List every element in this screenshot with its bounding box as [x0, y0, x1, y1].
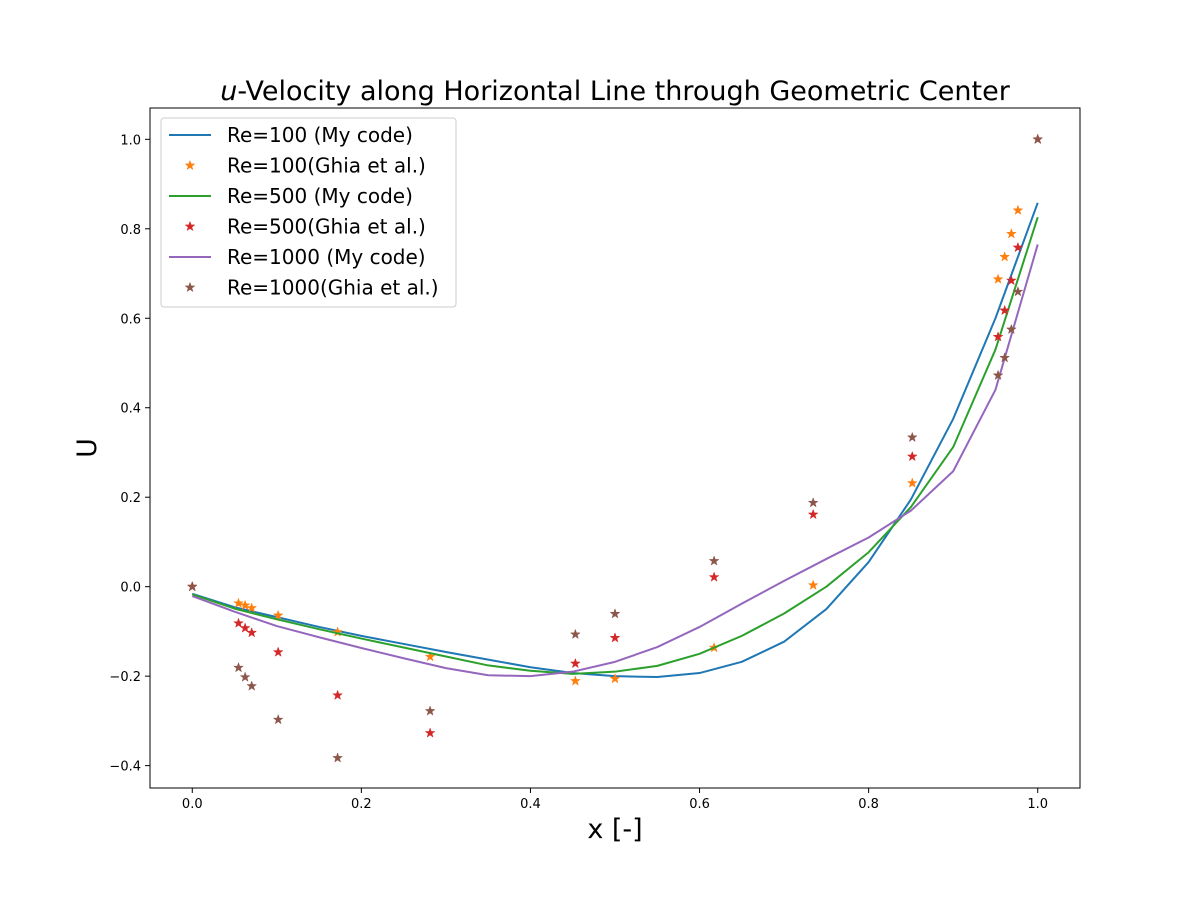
- x-axis-ticks: 0.0 0.2 0.4 0.6 0.8 1.0: [182, 788, 1048, 812]
- data-point: [1005, 274, 1017, 286]
- legend-item: Re=500 (My code): [169, 184, 413, 208]
- data-point: [272, 713, 284, 725]
- legend-box: [160, 117, 457, 308]
- legend-item: Re=1000 (My code): [169, 245, 426, 269]
- y-tick-label: 0.0: [120, 581, 141, 596]
- series-line: [191, 216, 1039, 675]
- series-5: [186, 133, 1044, 763]
- data-point: [239, 671, 251, 682]
- data-point: [233, 617, 244, 628]
- data-point: [807, 579, 819, 590]
- y-tick-label: 0.8: [120, 223, 141, 238]
- legend-label: Re=500 (My code): [227, 184, 413, 208]
- data-point: [999, 251, 1011, 262]
- y-tick-label: 0.2: [120, 491, 141, 506]
- data-point: [272, 646, 284, 657]
- data-point: [1012, 204, 1024, 216]
- data-point: [233, 661, 244, 673]
- axes-frame: [149, 107, 1081, 789]
- legend-items: Re=100 (My code) Re=100(Ghia et al.) Re=50…: [169, 123, 439, 300]
- data-point: [992, 331, 1004, 342]
- legend-label: Re=100(Ghia et al.): [227, 154, 426, 178]
- data-point: [424, 650, 436, 662]
- y-tick-label: −0.4: [109, 760, 141, 775]
- series-line: [191, 244, 1039, 678]
- data-point: [708, 555, 720, 566]
- x-tick-label: 0.0: [182, 797, 203, 812]
- data-point: [1032, 133, 1044, 144]
- legend-star-swatch: [184, 281, 196, 293]
- data-point: [569, 657, 581, 669]
- legend-item: Re=500(Ghia et al.): [184, 215, 426, 239]
- plot-area: [186, 133, 1044, 763]
- chart-title: u-Velocity along Horizontal Line through…: [220, 76, 1011, 107]
- legend-item: Re=100(Ghia et al.): [184, 154, 426, 178]
- series-layer: [186, 133, 1044, 763]
- x-tick-label: 0.8: [858, 797, 879, 812]
- data-point: [807, 508, 819, 520]
- data-point: [906, 477, 918, 488]
- data-point: [332, 689, 344, 700]
- data-point: [186, 580, 198, 592]
- data-point: [424, 705, 436, 716]
- data-point: [906, 450, 918, 462]
- legend-label: Re=1000(Ghia et al.): [227, 276, 439, 300]
- chart-title-text: -Velocity along Horizontal Line through …: [237, 76, 1010, 107]
- y-tick-label: −0.2: [109, 670, 141, 685]
- data-point: [246, 602, 258, 613]
- legend-item: Re=100 (My code): [169, 123, 413, 147]
- legend-label: Re=100 (My code): [227, 123, 413, 147]
- series-2: [191, 216, 1039, 675]
- chart-title-italic: u: [220, 76, 237, 107]
- series-4: [191, 244, 1039, 678]
- data-point: [609, 632, 621, 643]
- x-tick-label: 0.2: [351, 797, 372, 812]
- data-point: [999, 352, 1011, 363]
- data-point: [807, 497, 819, 508]
- data-point: [272, 609, 284, 621]
- legend-label: Re=500(Ghia et al.): [227, 215, 426, 239]
- y-tick-label: 0.6: [120, 312, 141, 327]
- legend-label: Re=1000 (My code): [227, 245, 426, 269]
- data-point: [246, 626, 258, 638]
- legend-star-swatch: [184, 159, 196, 171]
- data-point: [424, 727, 436, 738]
- legend: Re=100 (My code) Re=100(Ghia et al.) Re=50…: [160, 117, 457, 308]
- data-point: [999, 304, 1011, 316]
- data-point: [1005, 323, 1017, 335]
- data-point: [906, 431, 918, 443]
- data-point: [246, 680, 258, 691]
- x-tick-label: 0.6: [689, 797, 710, 812]
- data-point: [569, 628, 581, 640]
- data-point: [233, 597, 244, 608]
- data-point: [239, 622, 251, 633]
- data-point: [609, 672, 621, 684]
- data-point: [1012, 285, 1024, 297]
- x-tick-label: 1.0: [1027, 797, 1048, 812]
- y-tick-label: 1.0: [120, 133, 141, 148]
- y-tick-label: 0.4: [120, 402, 141, 417]
- x-axis-label: x [-]: [587, 814, 642, 845]
- x-tick-label: 0.4: [520, 797, 541, 812]
- data-point: [708, 571, 720, 582]
- data-point: [609, 608, 621, 619]
- data-point: [1005, 228, 1017, 239]
- y-axis-ticks: −0.4 −0.2 0.0 0.2 0.4 0.6 0.8 1.0: [109, 133, 150, 775]
- data-point: [569, 675, 581, 686]
- legend-item: Re=1000(Ghia et al.): [184, 276, 439, 300]
- data-point: [239, 599, 251, 611]
- data-point: [332, 752, 344, 763]
- data-point: [1012, 241, 1024, 253]
- data-point: [992, 369, 1004, 381]
- legend-star-swatch: [184, 220, 196, 232]
- y-axis-label: U: [72, 438, 103, 458]
- data-point: [992, 273, 1004, 284]
